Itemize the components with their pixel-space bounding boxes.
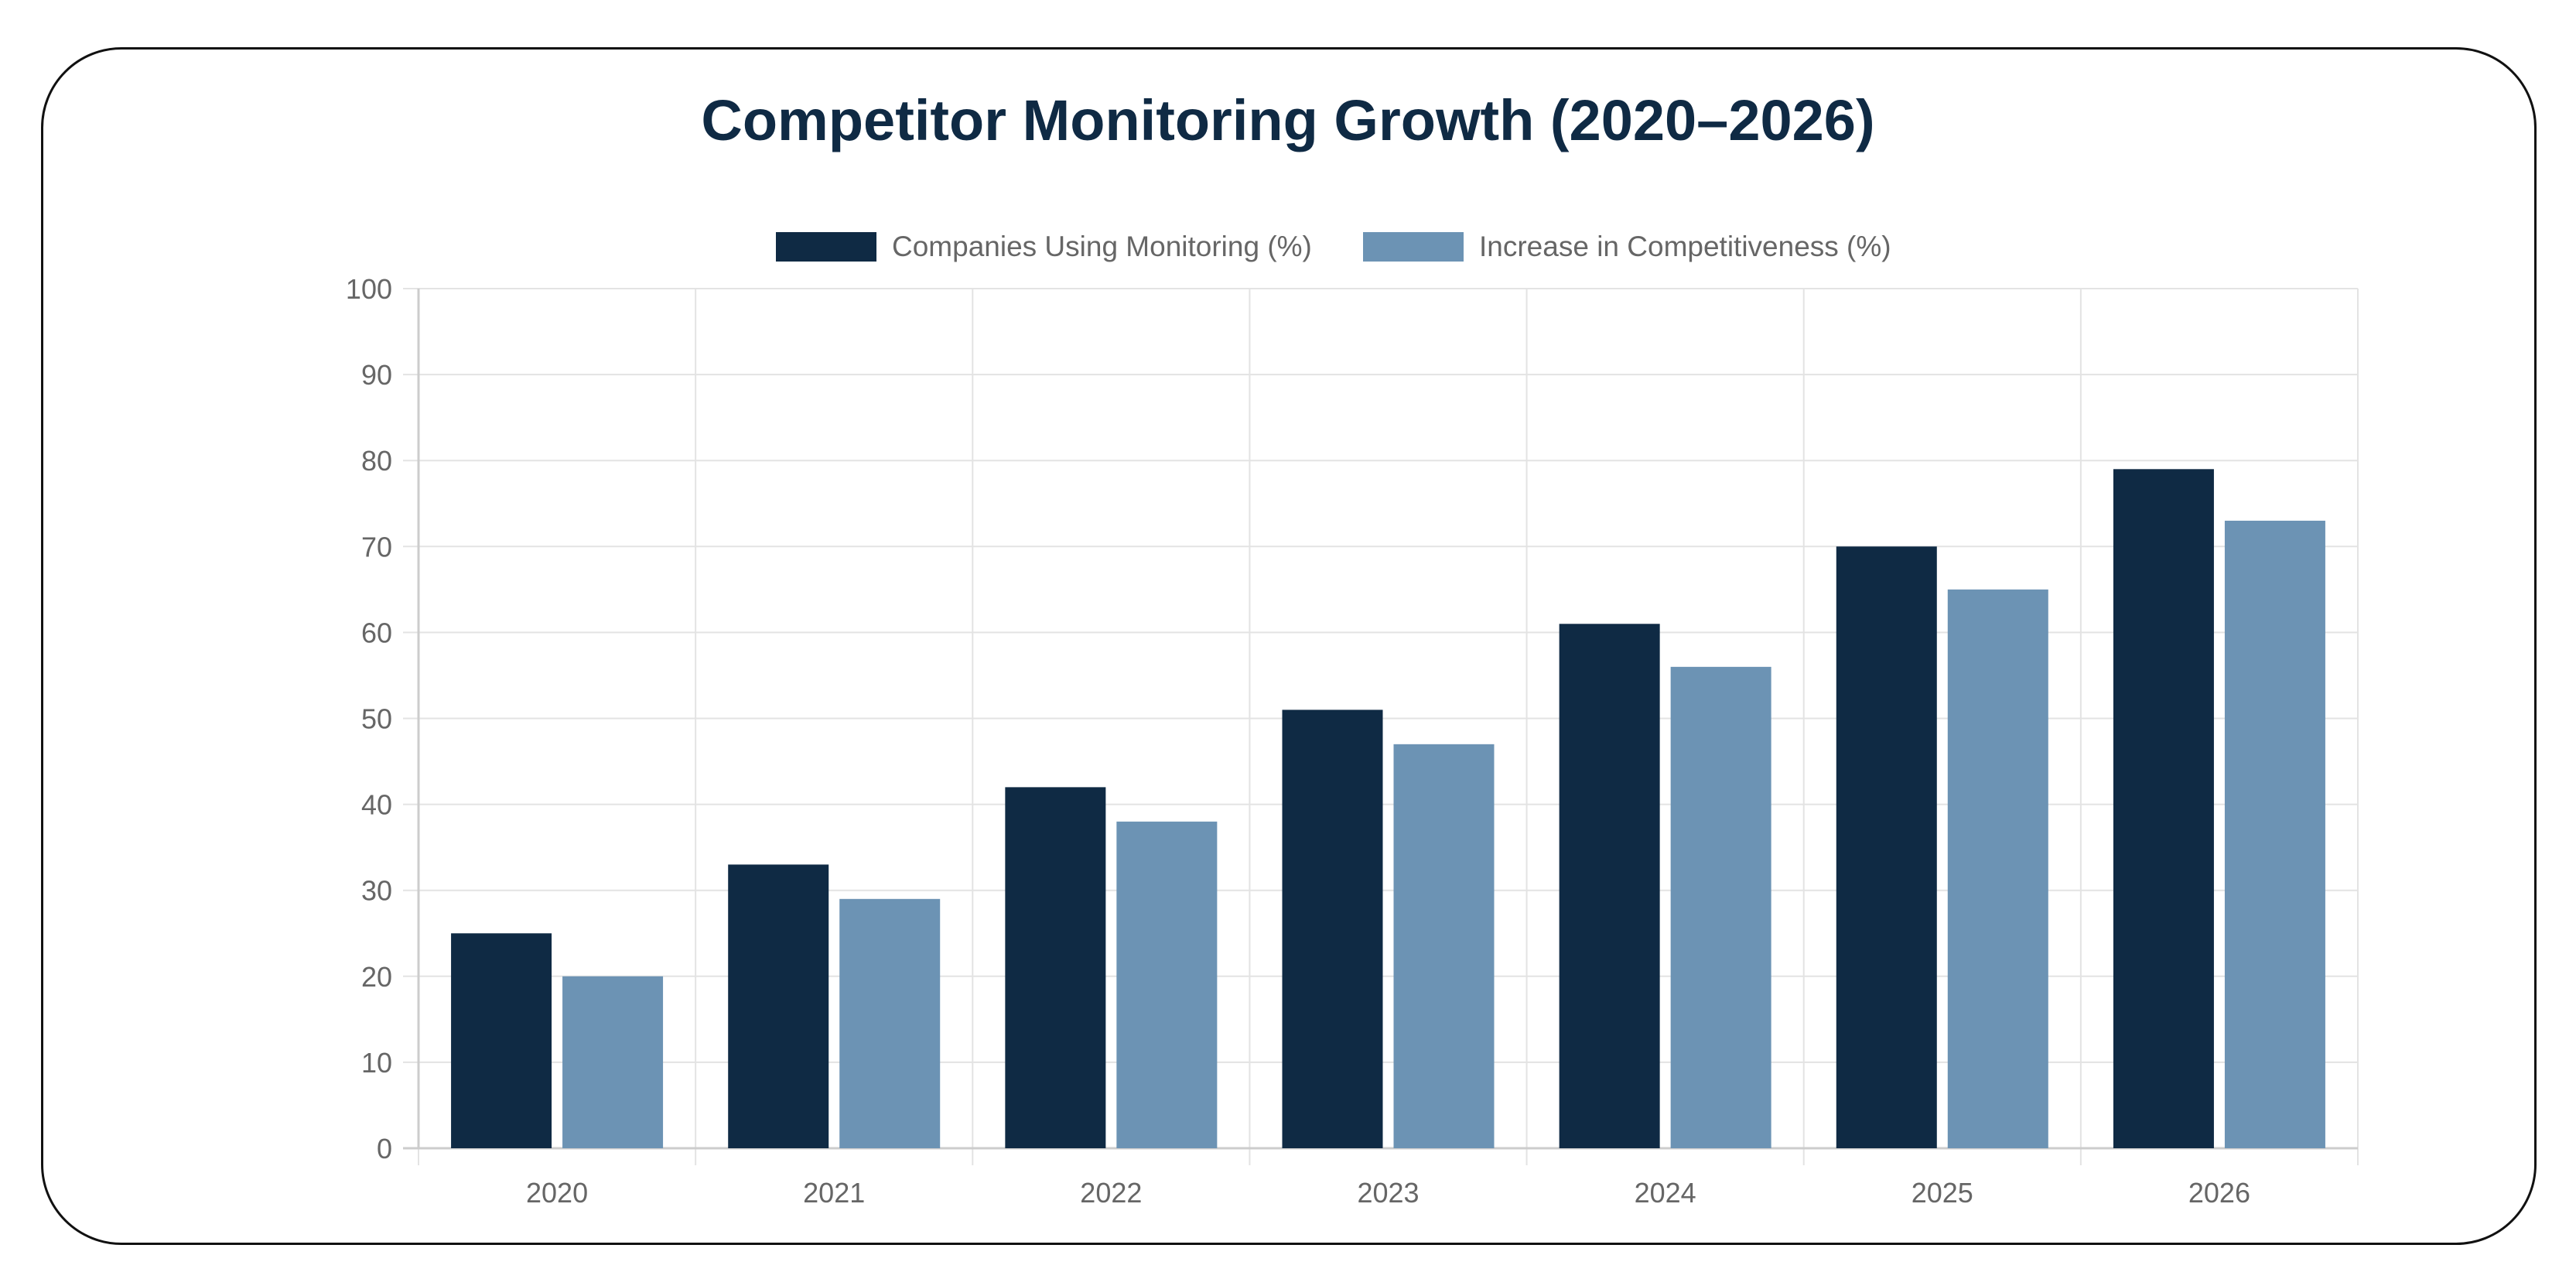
bar-increase-in-competitiveness-2022	[1116, 821, 1218, 1148]
bar-companies-using-monitoring-2024	[1559, 624, 1660, 1148]
y-tick-label: 30	[361, 875, 392, 907]
bar-increase-in-competitiveness-2024	[1670, 666, 1771, 1148]
y-tick-label: 10	[361, 1047, 392, 1079]
y-tick-label: 80	[361, 445, 392, 477]
bars	[451, 469, 2325, 1148]
y-tick-label: 70	[361, 531, 392, 563]
y-tick-label: 90	[361, 359, 392, 391]
y-tick-label: 0	[377, 1133, 392, 1164]
x-tick-label: 2021	[803, 1177, 865, 1209]
legend: Companies Using Monitoring (%) Increase i…	[776, 231, 1891, 262]
legend-label: Companies Using Monitoring (%)	[892, 231, 1312, 262]
x-tick-label: 2022	[1080, 1177, 1142, 1209]
y-tick-label: 40	[361, 789, 392, 821]
bar-companies-using-monitoring-2025	[1836, 546, 1937, 1148]
bar-increase-in-competitiveness-2025	[1947, 589, 2048, 1148]
bar-companies-using-monitoring-2023	[1282, 710, 1383, 1148]
legend-swatch	[776, 232, 876, 262]
bar-increase-in-competitiveness-2026	[2224, 520, 2325, 1148]
y-tick-labels: 0 10 20 30 40 50 60 70 80 90 100	[346, 273, 392, 1164]
x-tick-label: 2024	[1635, 1177, 1696, 1209]
y-tick-label: 100	[346, 273, 392, 305]
x-tick-label: 2026	[2188, 1177, 2250, 1209]
bar-companies-using-monitoring-2021	[728, 864, 829, 1148]
y-tick-label: 60	[361, 617, 392, 648]
legend-swatch	[1363, 232, 1464, 262]
bar-companies-using-monitoring-2026	[2113, 469, 2214, 1148]
bar-increase-in-competitiveness-2021	[839, 898, 941, 1148]
bar-increase-in-competitiveness-2020	[562, 976, 664, 1148]
bar-companies-using-monitoring-2022	[1005, 787, 1106, 1148]
y-tick-label: 50	[361, 703, 392, 735]
y-tick-label: 20	[361, 961, 392, 993]
x-tick-labels: 2020 2021 2022 2023 2024 2025 2026	[526, 1177, 2250, 1209]
x-tick-label: 2025	[1912, 1177, 1973, 1209]
chart-title: Competitor Monitoring Growth (2020–2026)	[701, 88, 1875, 152]
x-tick-label: 2020	[526, 1177, 588, 1209]
bar-increase-in-competitiveness-2023	[1393, 744, 1495, 1148]
bar-companies-using-monitoring-2020	[451, 933, 552, 1148]
legend-label: Increase in Competitiveness (%)	[1479, 231, 1891, 262]
x-tick-label: 2023	[1357, 1177, 1419, 1209]
